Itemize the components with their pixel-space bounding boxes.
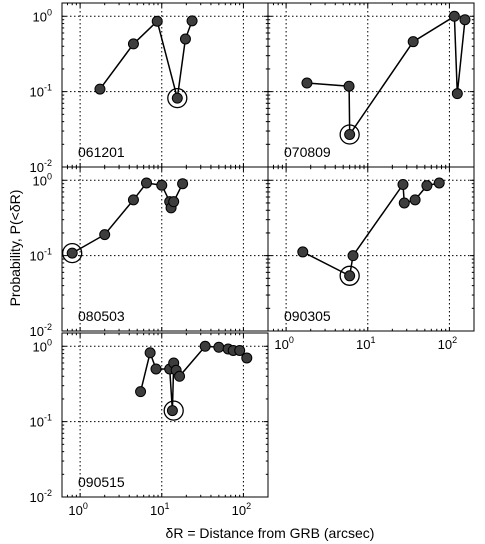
data-point bbox=[347, 250, 359, 262]
data-point bbox=[166, 405, 178, 417]
panel-frame bbox=[267, 2, 475, 168]
y-tick-label: 100 bbox=[33, 7, 52, 24]
data-point bbox=[99, 229, 111, 241]
data-point bbox=[144, 347, 156, 359]
y-tick-label: 10-2 bbox=[30, 158, 52, 175]
data-point bbox=[94, 83, 106, 95]
x-tick-labels: 100 101 102 100 101 102 bbox=[68, 335, 457, 518]
data-point bbox=[151, 15, 163, 27]
series-line bbox=[99, 19, 193, 99]
data-point bbox=[344, 270, 356, 282]
y-tick-label: 10-1 bbox=[30, 247, 52, 264]
x-tick-label: 102 bbox=[232, 501, 251, 518]
data-point bbox=[234, 344, 246, 356]
x-tick-label: 101 bbox=[150, 501, 169, 518]
data-point bbox=[241, 352, 253, 364]
data-point bbox=[459, 14, 471, 26]
data-point bbox=[448, 10, 460, 22]
data-point bbox=[127, 194, 139, 206]
panel-070809: 070809 bbox=[267, 2, 475, 168]
panel-080503: 080503 bbox=[61, 166, 269, 332]
panel-frame bbox=[267, 166, 475, 332]
series-line bbox=[139, 345, 248, 411]
data-point bbox=[140, 177, 152, 189]
data-point bbox=[297, 246, 309, 258]
x-tick-label: 100 bbox=[68, 501, 87, 518]
data-point bbox=[421, 180, 433, 192]
y-tick-label: 10-2 bbox=[30, 488, 52, 505]
data-point bbox=[343, 80, 355, 92]
panel-label: 070809 bbox=[284, 144, 331, 160]
x-tick-label: 101 bbox=[356, 335, 375, 352]
panel-frame bbox=[61, 332, 269, 498]
data-point bbox=[344, 128, 356, 140]
y-tick-label: 10-1 bbox=[30, 83, 52, 100]
data-point bbox=[66, 247, 78, 259]
panel-label: 080503 bbox=[78, 308, 125, 324]
x-tick-label: 100 bbox=[274, 335, 293, 352]
y-tick-label: 100 bbox=[33, 337, 52, 354]
data-point bbox=[199, 340, 211, 352]
data-point bbox=[451, 88, 463, 100]
series-line bbox=[306, 14, 466, 137]
data-point bbox=[135, 386, 147, 398]
data-point bbox=[150, 363, 162, 375]
panel-frame bbox=[61, 2, 269, 168]
panel-061201: 061201 bbox=[61, 2, 269, 168]
x-tick-label: 102 bbox=[438, 335, 457, 352]
data-point bbox=[127, 38, 139, 50]
panels-layer: 061201 070809 080503 090305 090515 bbox=[61, 2, 475, 498]
data-point bbox=[177, 178, 189, 190]
highlight-ring bbox=[339, 265, 360, 286]
highlight-ring bbox=[163, 400, 184, 421]
panel-090515: 090515 bbox=[61, 332, 269, 498]
data-point bbox=[213, 341, 225, 353]
y-tick-label: 100 bbox=[33, 171, 52, 188]
y-axis-label: Probability, P(<δR) bbox=[7, 190, 23, 307]
panel-label: 090515 bbox=[78, 474, 125, 490]
y-tick-label: 10-1 bbox=[30, 413, 52, 430]
data-point bbox=[409, 194, 421, 206]
data-point bbox=[433, 177, 445, 189]
data-point bbox=[398, 197, 410, 209]
data-point bbox=[179, 33, 191, 45]
data-point bbox=[174, 370, 186, 382]
panel-label: 061201 bbox=[78, 144, 125, 160]
data-point bbox=[186, 15, 198, 27]
data-point bbox=[168, 196, 180, 208]
data-point bbox=[171, 92, 183, 104]
data-point bbox=[407, 36, 419, 48]
panel-090305: 090305 bbox=[267, 166, 475, 332]
y-tick-label: 10-2 bbox=[30, 322, 52, 339]
data-point bbox=[397, 178, 409, 190]
data-point bbox=[156, 179, 168, 191]
highlight-ring bbox=[62, 242, 83, 264]
panel-label: 090305 bbox=[284, 308, 331, 324]
x-axis-label: δR = Distance from GRB (arcsec) bbox=[166, 525, 375, 541]
highlight-ring bbox=[339, 124, 360, 145]
series-line bbox=[71, 182, 184, 254]
data-point bbox=[301, 77, 313, 89]
highlight-ring bbox=[167, 87, 188, 109]
